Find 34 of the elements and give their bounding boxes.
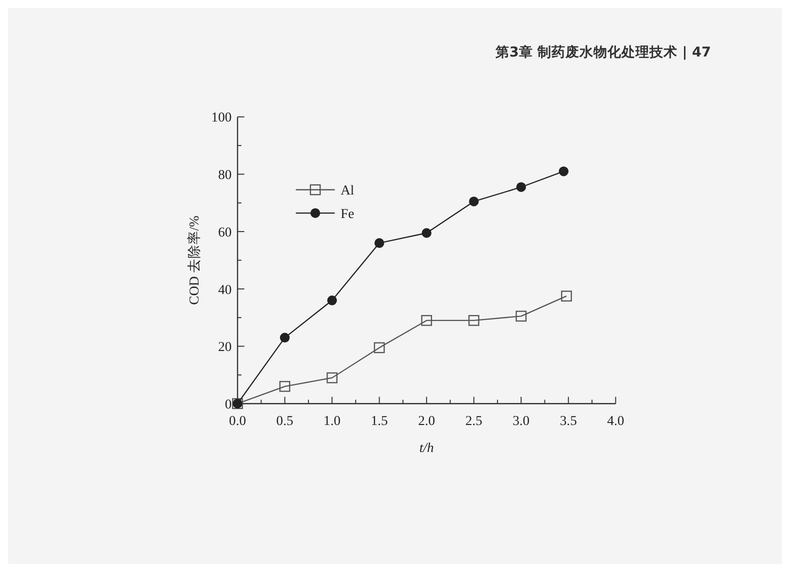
point [421, 315, 432, 326]
point [558, 166, 569, 176]
y-tick-label: 60 [218, 224, 232, 240]
x-axis-title: t/h [419, 440, 434, 456]
y-tick-label: 80 [218, 167, 232, 182]
point [280, 332, 290, 343]
x-tick-label: 2.0 [418, 413, 436, 428]
point [468, 196, 479, 206]
point [374, 238, 384, 248]
x-tick-label: 2.5 [465, 413, 483, 428]
x-tick-label: 0.0 [229, 413, 246, 428]
point [374, 342, 385, 354]
y-axis-title: COD 去除率/% [186, 216, 202, 305]
x-tick-label: 0.5 [276, 413, 294, 428]
y-tick-label: 0 [224, 396, 232, 412]
y-tick-label: 100 [211, 110, 232, 125]
point [327, 296, 337, 306]
point [516, 182, 526, 192]
y-tick-label: 40 [218, 282, 232, 297]
point [468, 315, 480, 326]
point [279, 380, 290, 392]
x-tick-label: 4.0 [607, 413, 624, 428]
point [561, 290, 572, 302]
x-tick-label: 1.5 [370, 413, 388, 428]
x-tick-label: 1.0 [324, 413, 341, 428]
legend-label: Fe [340, 206, 354, 221]
text: 第3章 制药废水物化处理技术 | 47 [494, 44, 711, 61]
x-tick-label: 3.5 [560, 413, 578, 428]
point [516, 310, 527, 322]
point [422, 228, 432, 238]
x-tick-label: 3.0 [512, 413, 530, 428]
point [326, 372, 338, 384]
y-tick-label: 20 [218, 339, 232, 354]
legend-label: Al [340, 182, 354, 198]
